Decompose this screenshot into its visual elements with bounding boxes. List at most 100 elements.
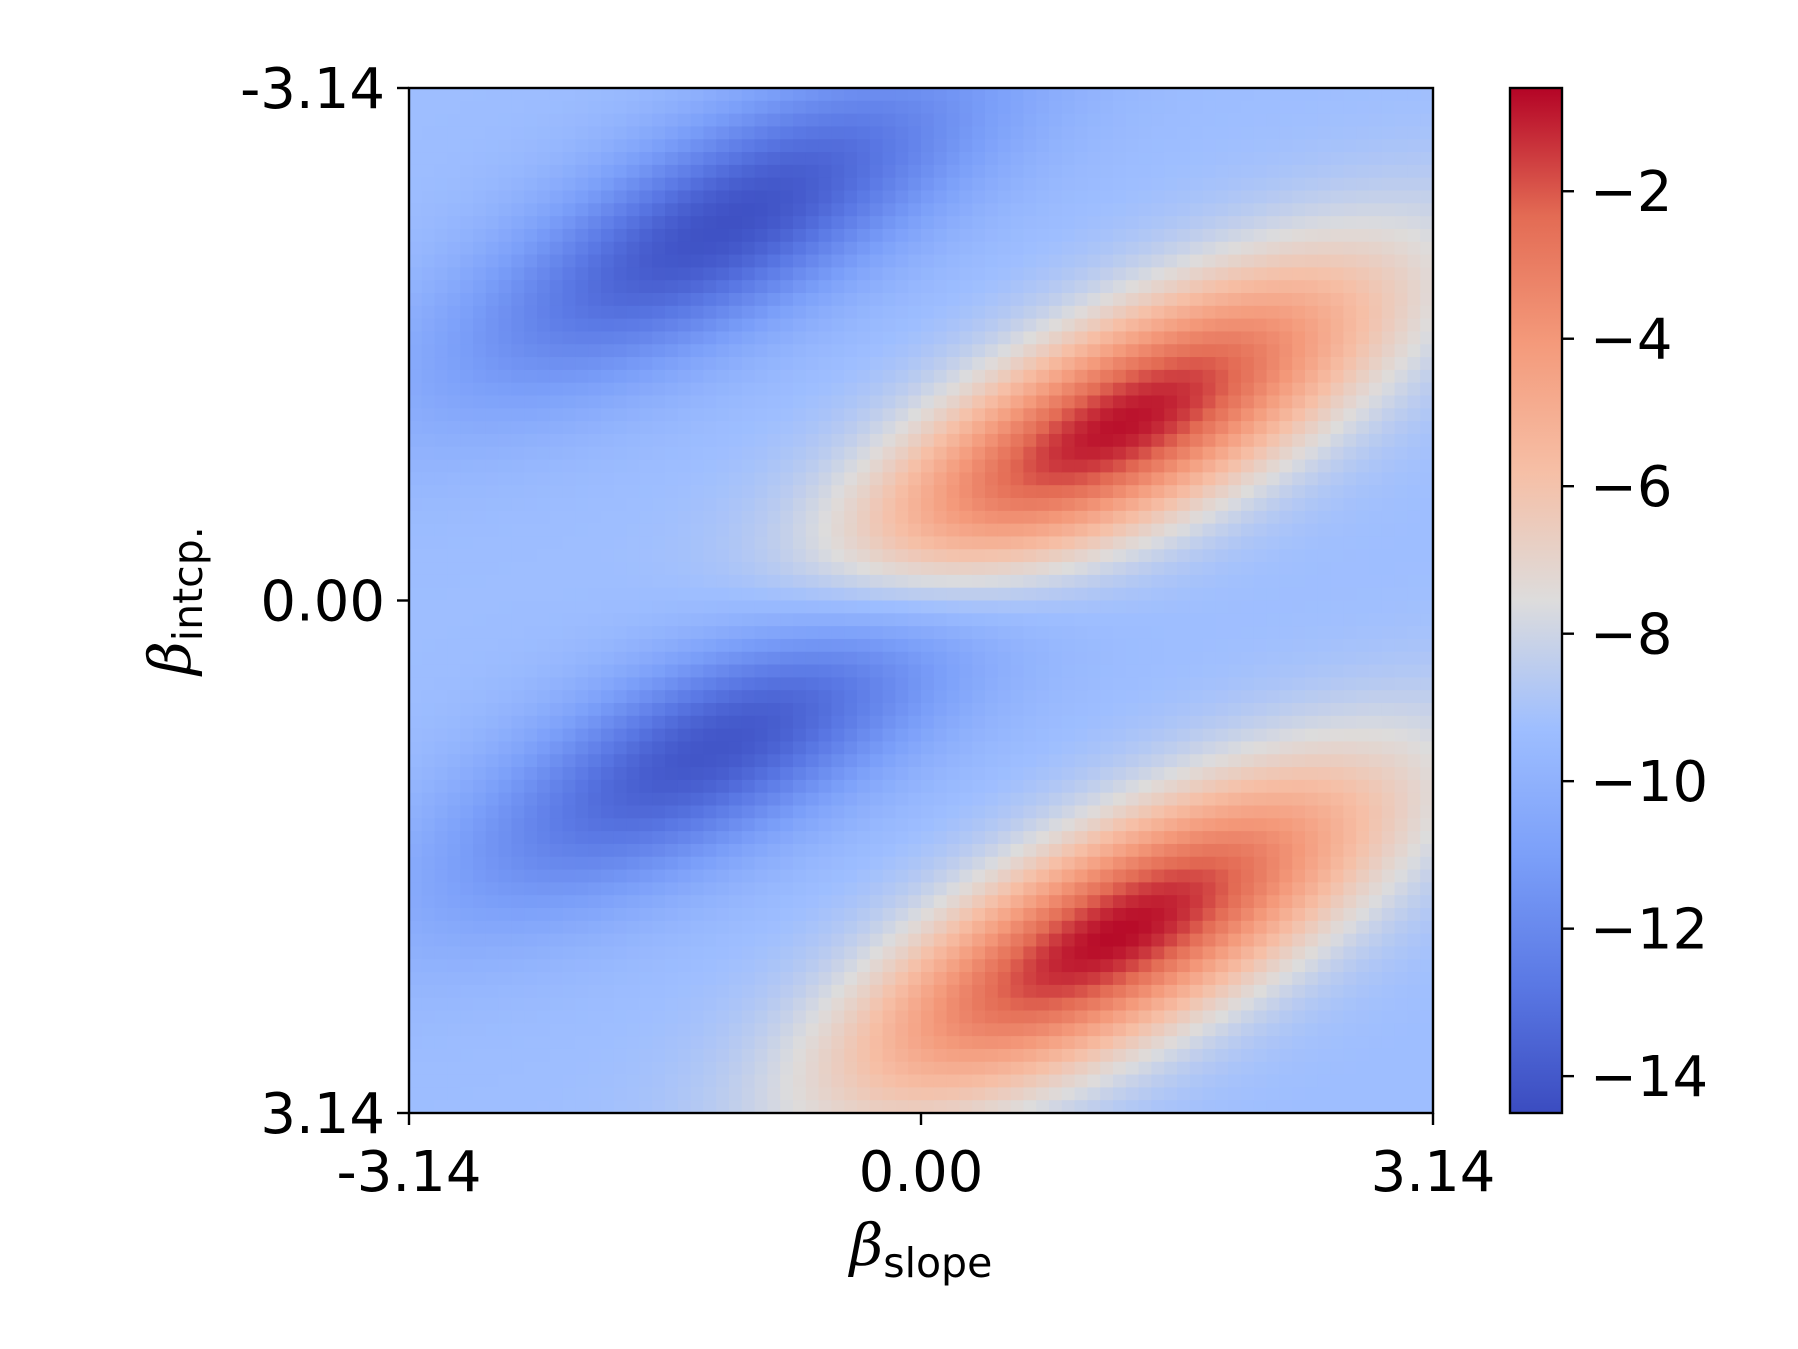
heatmap-cell — [1151, 369, 1165, 384]
heatmap-cell — [1074, 843, 1088, 858]
heatmap-cell — [882, 805, 896, 819]
heatmap-cell — [1164, 459, 1178, 473]
heatmap-cell — [895, 805, 909, 819]
heatmap-cell — [703, 1023, 717, 1037]
heatmap-cell — [524, 677, 538, 691]
heatmap-cell — [613, 613, 628, 627]
heatmap-cell — [716, 536, 730, 550]
heatmap-cell — [831, 856, 845, 871]
heatmap-cell — [869, 523, 884, 538]
heatmap-cell — [473, 933, 487, 948]
heatmap-cell — [511, 164, 525, 179]
heatmap-cell — [882, 126, 896, 140]
heatmap-cell — [473, 895, 487, 909]
heatmap-cell — [575, 395, 589, 409]
heatmap-cell — [473, 959, 487, 973]
heatmap-cell — [665, 433, 679, 448]
heatmap-cell — [882, 536, 896, 550]
heatmap-cell — [677, 895, 692, 909]
heatmap-cell — [1177, 177, 1191, 192]
heatmap-cell — [1177, 779, 1191, 794]
heatmap-cell — [921, 895, 935, 909]
heatmap-cell — [1049, 574, 1063, 589]
heatmap-cell — [882, 856, 896, 871]
heatmap-cell — [1049, 126, 1063, 140]
heatmap-cell — [1113, 984, 1127, 999]
heatmap-cell — [908, 703, 922, 717]
heatmap-cell — [780, 88, 794, 102]
heatmap-cell — [1164, 690, 1178, 704]
heatmap-cell — [575, 831, 589, 845]
heatmap-cell — [1100, 574, 1114, 589]
heatmap-cell — [1151, 882, 1165, 896]
heatmap-cell — [959, 677, 973, 691]
heatmap-cell — [421, 562, 436, 576]
heatmap-cell — [1049, 241, 1063, 256]
heatmap-cell — [997, 1036, 1012, 1050]
heatmap-cell — [921, 241, 935, 256]
heatmap-cell — [844, 293, 858, 307]
heatmap-cell — [780, 228, 794, 243]
heatmap-cell — [511, 459, 525, 473]
heatmap-cell — [754, 908, 768, 922]
heatmap-cell — [421, 664, 436, 678]
heatmap-cell — [1087, 882, 1101, 896]
heatmap-cell — [1113, 703, 1127, 717]
heatmap-cell — [447, 882, 461, 896]
heatmap-cell — [652, 882, 666, 896]
heatmap-cell — [869, 984, 884, 999]
heatmap-cell — [1036, 677, 1050, 691]
heatmap-cell — [818, 446, 832, 461]
heatmap-cell — [882, 421, 896, 435]
heatmap-cell — [959, 293, 973, 307]
heatmap-cell — [767, 856, 781, 871]
heatmap-cell — [562, 997, 576, 1012]
heatmap-cell — [741, 498, 756, 512]
heatmap-cell — [818, 741, 832, 755]
heatmap-cell — [537, 638, 551, 653]
heatmap-cell — [549, 895, 564, 909]
heatmap-cell — [959, 139, 973, 153]
heatmap-cell — [921, 472, 935, 486]
heatmap-cell — [1100, 767, 1114, 781]
heatmap-cell — [1049, 433, 1063, 448]
heatmap-cell — [498, 741, 512, 755]
heatmap-cell — [959, 241, 973, 256]
heatmap-cell — [946, 88, 960, 102]
heatmap-cell — [869, 920, 884, 935]
heatmap-cell — [524, 908, 538, 922]
heatmap-cell — [498, 677, 512, 691]
heatmap-cell — [1049, 1061, 1063, 1076]
heatmap-cell — [690, 459, 704, 473]
heatmap-cell — [703, 1074, 717, 1088]
heatmap-cell — [869, 664, 884, 678]
heatmap-cell — [498, 164, 512, 179]
heatmap-cell — [933, 677, 948, 691]
heatmap-cell — [601, 139, 615, 153]
heatmap-cell — [460, 613, 474, 627]
heatmap-cell — [601, 293, 615, 307]
heatmap-cell — [895, 318, 909, 333]
heatmap-cell — [690, 331, 704, 345]
heatmap-cell — [1177, 382, 1191, 397]
heatmap-cell — [677, 703, 692, 717]
heatmap-cell — [703, 869, 717, 883]
heatmap-cell — [933, 536, 948, 550]
heatmap-cell — [1036, 241, 1050, 256]
heatmap-cell — [1087, 972, 1101, 986]
heatmap-cell — [652, 113, 666, 128]
heatmap-cell — [639, 472, 653, 486]
heatmap-cell — [946, 613, 960, 627]
heatmap-cell — [498, 305, 512, 320]
heatmap-cell — [626, 587, 640, 602]
heatmap-cell — [997, 216, 1012, 230]
heatmap-cell — [780, 792, 794, 807]
heatmap-cell — [473, 1023, 487, 1037]
heatmap-cell — [1074, 549, 1088, 563]
heatmap-cell — [1177, 587, 1191, 602]
heatmap-cell — [703, 626, 717, 640]
heatmap-cell — [1010, 318, 1024, 333]
heatmap-cell — [1138, 613, 1152, 627]
heatmap-cell — [1087, 779, 1101, 794]
heatmap-cell — [511, 651, 525, 666]
